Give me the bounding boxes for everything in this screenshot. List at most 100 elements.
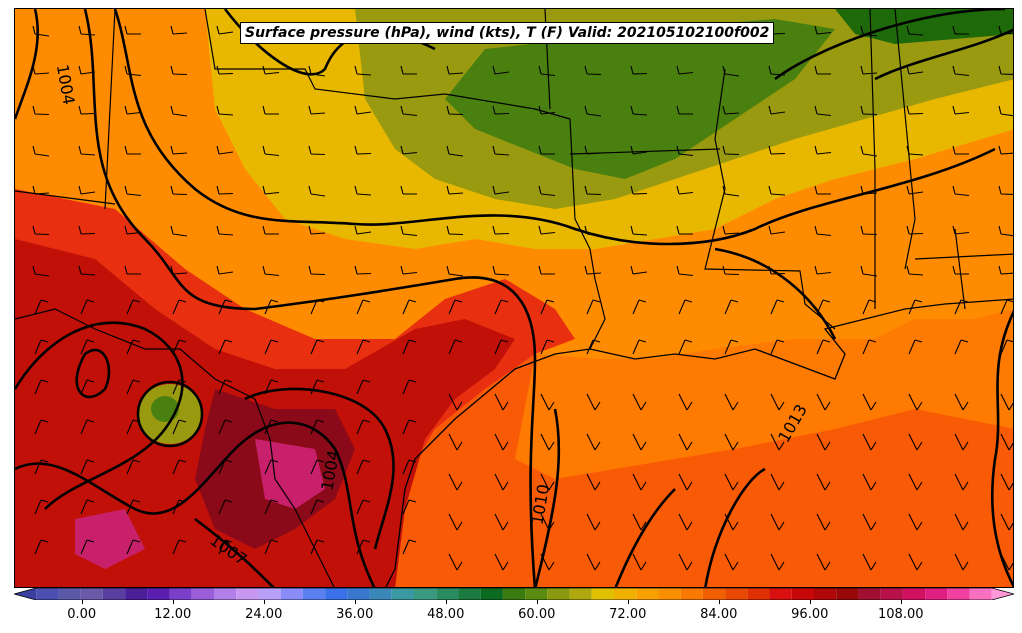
wind-barb xyxy=(494,513,509,531)
wind-barb xyxy=(402,339,417,355)
wind-barb xyxy=(356,499,371,515)
wind-barb xyxy=(400,185,417,195)
wind-barb xyxy=(34,419,49,435)
wind-barb xyxy=(34,379,49,395)
wind-barb xyxy=(540,513,555,531)
colorbar-segment xyxy=(258,588,281,600)
wind-barb xyxy=(172,299,187,315)
wind-barb xyxy=(630,145,648,155)
wind-barb xyxy=(632,473,647,491)
colorbar-segment xyxy=(147,588,170,600)
wind-barb xyxy=(354,225,372,235)
wind-barb xyxy=(676,105,693,115)
wind-barb xyxy=(446,225,464,236)
wind-barb xyxy=(264,379,279,395)
wind-barb xyxy=(538,265,555,275)
wind-barb xyxy=(310,539,325,555)
wind-barb xyxy=(356,299,371,315)
colorbar-segment xyxy=(991,588,1014,600)
wind-barb xyxy=(492,65,510,75)
colorbar-segment xyxy=(791,588,814,600)
wind-barb xyxy=(816,553,831,571)
wind-barb xyxy=(80,499,95,515)
colorbar-tick-label: 96.00 xyxy=(791,607,829,622)
colorbar-segment xyxy=(969,588,992,600)
wind-barb xyxy=(80,459,95,475)
wind-barb xyxy=(354,65,372,76)
wind-barb xyxy=(32,145,50,157)
wind-barb xyxy=(172,459,187,475)
wind-barb xyxy=(722,105,740,115)
wind-barb xyxy=(216,225,234,236)
wind-barb xyxy=(262,265,280,277)
colorbar-segment xyxy=(525,588,548,600)
wind-barb xyxy=(906,105,924,115)
wind-barb xyxy=(400,265,418,275)
wind-barb xyxy=(584,225,602,237)
wind-barb xyxy=(724,299,739,315)
wind-barb xyxy=(768,225,786,235)
wind-barb xyxy=(34,539,49,555)
wind-barb xyxy=(816,393,831,411)
wind-barb xyxy=(1000,513,1013,531)
wind-barb xyxy=(262,65,280,75)
wind-barb xyxy=(632,339,647,355)
wind-barb xyxy=(446,265,464,277)
colorbar-segment xyxy=(436,588,459,600)
wind-barb xyxy=(860,25,878,37)
wind-barb xyxy=(860,105,878,116)
wind-barb xyxy=(952,265,969,275)
wind-barb xyxy=(586,473,601,491)
wind-barb xyxy=(632,393,647,411)
wind-barb xyxy=(80,539,95,555)
colorbar-tick-mark xyxy=(172,600,174,604)
wind-barb xyxy=(308,265,326,276)
wind-barb xyxy=(906,265,924,276)
wind-barb xyxy=(862,473,877,491)
colorbar-segment xyxy=(58,588,81,600)
wind-barb xyxy=(816,473,831,491)
colorbar-tick-label: 84.00 xyxy=(700,607,738,622)
wind-barb xyxy=(906,225,924,235)
wind-barb xyxy=(632,553,647,571)
wind-barb xyxy=(632,513,647,531)
colorbar-tick-label: 72.00 xyxy=(609,607,647,622)
colorbar-segment xyxy=(125,588,148,600)
wind-barb xyxy=(262,225,279,235)
wind-barb xyxy=(308,185,326,197)
wind-barb xyxy=(126,539,141,555)
colorbar-segment xyxy=(836,588,859,600)
wind-barb xyxy=(1000,393,1013,411)
colorbar-tick-mark xyxy=(81,600,83,604)
wind-barb xyxy=(954,433,969,451)
wind-barb xyxy=(770,433,785,451)
colorbar-segment xyxy=(214,588,237,600)
wind-barb xyxy=(630,105,648,116)
wind-barb xyxy=(170,145,188,155)
wind-barb xyxy=(310,419,325,435)
wind-barb xyxy=(356,539,371,555)
wind-barb xyxy=(354,145,372,155)
wind-barb xyxy=(954,473,969,491)
wind-barb xyxy=(492,185,510,195)
wind-barb xyxy=(308,105,326,115)
wind-barb xyxy=(952,225,970,235)
wind-barb xyxy=(492,225,510,235)
temperature-map: 1004 1004 1007 1010 1013 xyxy=(15,9,1013,587)
wind-barb xyxy=(676,225,693,235)
wind-barb xyxy=(32,225,50,236)
state-boundaries xyxy=(15,9,1013,350)
colorbar-segment xyxy=(80,588,103,600)
wind-barb xyxy=(170,105,188,117)
wind-barb xyxy=(402,379,417,395)
wind-barb xyxy=(584,145,602,155)
colorbar-tick-mark xyxy=(354,600,356,604)
wind-barb xyxy=(676,265,694,277)
colorbar-segment xyxy=(458,588,481,600)
wind-barb xyxy=(172,379,187,395)
wind-barb xyxy=(448,433,463,451)
wind-barb xyxy=(78,185,96,195)
wind-barb xyxy=(816,339,831,355)
wind-barb xyxy=(216,25,234,35)
wind-barb xyxy=(860,65,878,75)
